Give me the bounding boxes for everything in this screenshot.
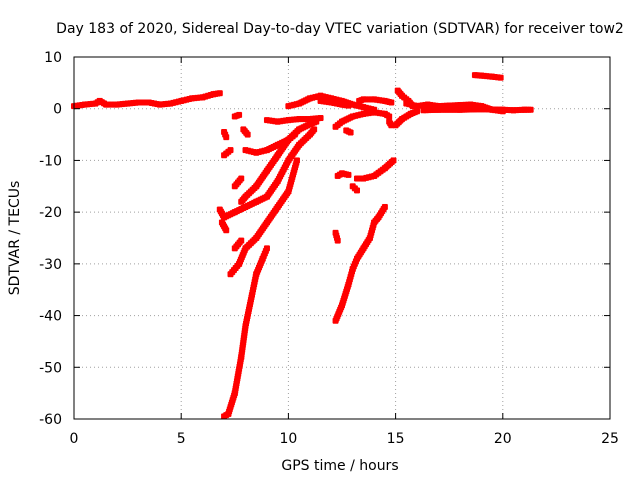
series-arc-17 — [332, 109, 393, 130]
series-arc-29 — [420, 106, 534, 114]
series-arc-12 — [240, 126, 251, 138]
x-tick-labels: 0 5 10 15 20 25 — [70, 431, 619, 447]
series-arc-1 — [71, 90, 223, 110]
x-tick-label: 25 — [601, 431, 619, 447]
y-tick-label: -10 — [39, 153, 62, 169]
series-arc-14 — [263, 115, 324, 125]
series-arc-18 — [332, 203, 388, 324]
series-arc-22 — [349, 183, 361, 194]
chart-title: Day 183 of 2020, Sidereal Day-to-day VTE… — [56, 21, 624, 37]
y-tick-label: -60 — [39, 412, 62, 428]
series-arc-10 — [231, 237, 245, 252]
series-arc-27 — [392, 108, 421, 129]
series-arc-20 — [334, 170, 352, 179]
y-tick-label: -40 — [39, 309, 62, 325]
series-arc-8 — [231, 175, 245, 190]
y-tick-label: -20 — [39, 205, 62, 221]
series-arc-2 — [216, 126, 318, 221]
x-axis-label: GPS time / hours — [281, 458, 398, 474]
series-arc-3 — [218, 219, 230, 234]
series-arc-5 — [221, 147, 234, 159]
series-arc-13 — [238, 118, 320, 205]
y-tick-label: -50 — [39, 360, 62, 376]
x-tick-label: 20 — [494, 431, 512, 447]
series-arc-24 — [356, 96, 395, 106]
series-arc-9 — [227, 157, 300, 278]
plot-frame — [73, 56, 611, 420]
y-tick-label: 0 — [53, 102, 62, 118]
x-tick-label: 0 — [70, 431, 79, 447]
series-arc-6 — [221, 245, 270, 420]
x-tick-label: 15 — [387, 431, 405, 447]
series-arc-23 — [354, 157, 397, 182]
y-tick-label: -30 — [39, 257, 62, 273]
series-arc-21 — [343, 127, 354, 136]
series-arc-19 — [332, 229, 341, 244]
x-tick-label: 5 — [177, 431, 186, 447]
series-arc-7 — [231, 111, 243, 120]
series-arc-16 — [317, 97, 352, 109]
y-tick-labels: -60 -50 -40 -30 -20 -10 0 10 — [39, 50, 62, 428]
data-points — [71, 72, 534, 420]
series-arc-30 — [471, 72, 504, 81]
axis-ticks — [73, 56, 611, 420]
y-axis-label: SDTVAR / TECUs — [7, 181, 23, 296]
y-tick-label: 10 — [44, 50, 62, 66]
series-arc-4 — [221, 128, 230, 141]
x-tick-label: 10 — [279, 431, 297, 447]
